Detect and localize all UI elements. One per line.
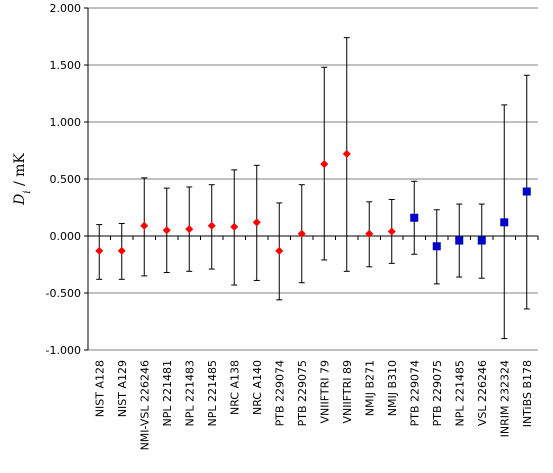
category-label: NIST A129: [116, 360, 129, 417]
data-point: [477, 236, 486, 245]
data-point: [432, 242, 441, 251]
y-axis-label-main: D: [12, 194, 28, 206]
data-point: [320, 160, 329, 169]
y-tick-label: 1.500: [50, 59, 82, 72]
category-label: NPL 221485: [453, 360, 466, 426]
y-tick-label: -1.000: [46, 344, 81, 357]
y-axis-label-sub: i: [22, 190, 33, 193]
data-point: [252, 218, 261, 227]
category-label: NMIJ B310: [386, 360, 399, 416]
data-point: [185, 225, 194, 234]
y-axis-label-unit: / mK: [12, 153, 28, 191]
labels: 2.000 1.500 1.000 0.500 0.000 -0.500 -1.000 NIS…: [46, 2, 534, 450]
data-point: [275, 246, 284, 255]
data-point: [230, 222, 239, 231]
data-point: [207, 221, 216, 230]
data-markers: [95, 149, 531, 255]
category-label: VSL 226246: [476, 360, 489, 426]
category-label: NMIJ B271: [363, 360, 376, 416]
data-point: [162, 226, 171, 235]
category-label: VNIIFTRI 79: [318, 360, 331, 423]
data-point: [140, 221, 149, 230]
data-point: [455, 236, 464, 245]
data-point: [297, 229, 306, 238]
category-label: NPL 221485: [206, 360, 219, 426]
y-tick-label: 1.000: [50, 116, 82, 129]
category-label: NMI-VSL 226246: [138, 360, 151, 450]
category-label: INTiBS B178: [521, 360, 534, 427]
data-point: [500, 218, 509, 227]
data-point: [410, 213, 419, 222]
category-label: PTB 229075: [431, 360, 444, 426]
category-label: PTB 229075: [296, 360, 309, 426]
category-label: PTB 229074: [273, 360, 286, 426]
data-point: [117, 246, 126, 255]
category-label: NPL 221481: [161, 360, 174, 426]
category-label: VNIIFTRI 89: [341, 360, 354, 423]
y-tick-label: 0.000: [50, 230, 82, 243]
data-point: [387, 227, 396, 236]
y-tick-label: -0.500: [46, 287, 81, 300]
category-label: NIST A128: [93, 360, 106, 417]
category-label: PTB 229074: [408, 360, 421, 426]
data-point: [365, 229, 374, 238]
y-tick-label: 2.000: [50, 2, 82, 15]
category-label: NRC A138: [228, 360, 241, 415]
gridlines: [88, 7, 538, 351]
data-point: [95, 246, 104, 255]
data-point: [342, 149, 351, 158]
axes: [84, 7, 539, 351]
category-label: NPL 221483: [183, 360, 196, 426]
data-point: [522, 187, 531, 196]
y-axis-label: Di / mK: [12, 153, 33, 206]
category-label: INRIM 232324: [498, 360, 511, 437]
y-tick-label: 0.500: [50, 173, 82, 186]
category-label: NRC A140: [251, 360, 264, 415]
